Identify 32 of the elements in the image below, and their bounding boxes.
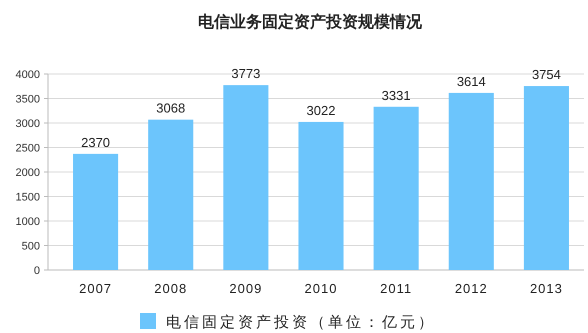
x-tick-label: 2007	[79, 281, 112, 296]
x-tick-label: 2012	[454, 281, 488, 296]
data-label: 3022	[306, 102, 336, 118]
x-tick-label: 2008	[154, 281, 188, 296]
bar	[148, 120, 194, 270]
y-tick-label: 500	[22, 240, 40, 252]
x-tick-label: 2011	[380, 281, 412, 296]
y-tick-label: 2000	[16, 167, 40, 179]
chart-title: 电信业务固定资产投资规模情况	[198, 13, 423, 31]
data-label: 3331	[382, 88, 411, 103]
bar	[298, 122, 344, 270]
bar	[448, 92, 494, 270]
data-label: 3068	[156, 100, 186, 116]
x-tick-label: 2009	[229, 281, 262, 296]
data-label: 2370	[81, 134, 110, 150]
y-tick-label: 3000	[16, 118, 40, 130]
data-label: 3773	[231, 66, 260, 82]
bar	[374, 106, 419, 270]
y-tick-label: 1500	[16, 192, 40, 204]
bar	[223, 85, 268, 270]
legend-label: 电信固定资产投资（单位：亿元）	[166, 314, 436, 331]
y-tick-label: 4000	[16, 69, 40, 81]
y-tick-label: 1000	[16, 216, 40, 228]
bar	[73, 154, 118, 270]
y-tick-label: 0	[34, 265, 40, 277]
y-tick-label: 3500	[16, 94, 40, 106]
bar	[524, 86, 569, 270]
data-label: 3614	[456, 74, 486, 89]
data-label: 3754	[532, 67, 561, 82]
y-tick-label: 2500	[16, 142, 40, 154]
x-tick-label: 2013	[530, 281, 563, 296]
x-tick-label: 2010	[304, 281, 338, 296]
